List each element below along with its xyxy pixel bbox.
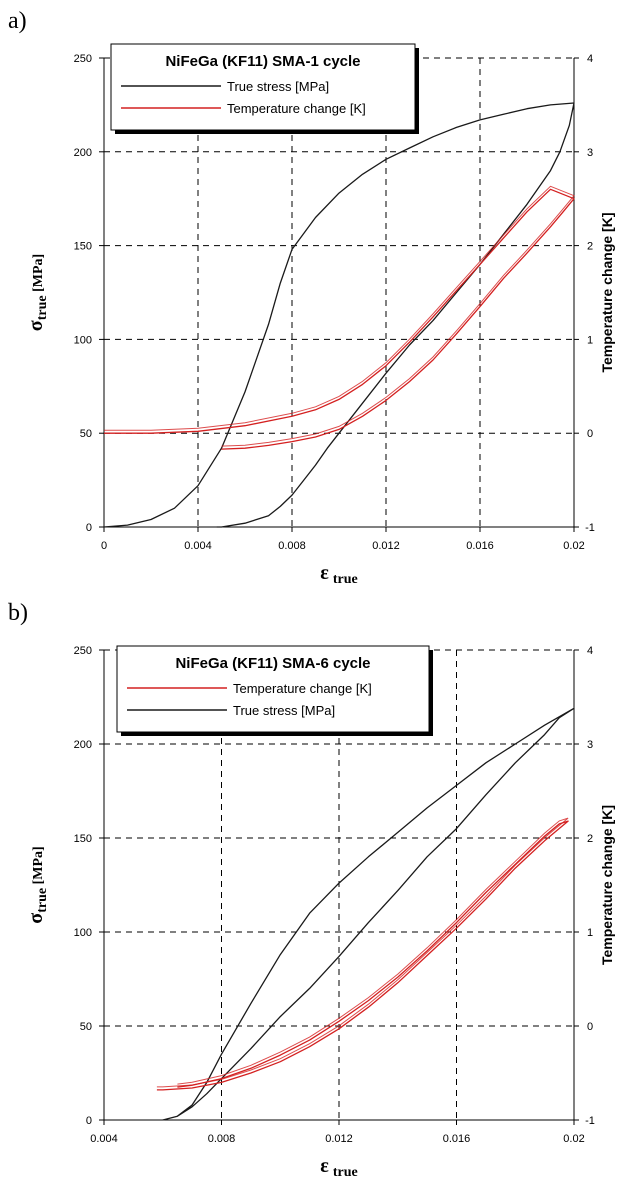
- x-tick-label: 0.012: [325, 1133, 353, 1145]
- y2-tick-label: 2: [587, 833, 593, 845]
- x-tick-label: 0.02: [563, 540, 584, 552]
- temperature-series-line-upper: [104, 185, 575, 447]
- panel-letter: b): [8, 600, 28, 626]
- x-tick-label: 0: [101, 540, 107, 552]
- x-axis-title: ε true: [320, 1155, 357, 1180]
- y2-axis-title: Temperature change [K]: [599, 805, 615, 965]
- y-tick-label: 250: [74, 645, 92, 657]
- y2-tick-label: 0: [587, 1021, 593, 1033]
- x-tick-label: 0.008: [278, 540, 306, 552]
- y2-axis-title: Temperature change [K]: [599, 213, 615, 373]
- y-tick-label: 50: [80, 428, 92, 440]
- y2-tick-label: 3: [587, 147, 593, 159]
- legend-box: [116, 645, 430, 733]
- y-tick-label: 200: [74, 739, 92, 751]
- stress-series-line: [162, 707, 575, 1121]
- y-tick-label: 100: [74, 334, 92, 346]
- legend-label-temperature: Temperature change [K]: [227, 101, 366, 116]
- x-tick-label: 0.02: [563, 1133, 584, 1145]
- y-axis-title: σtrue [MPa]: [25, 254, 50, 331]
- temperature-series-line: [156, 820, 569, 1091]
- y-tick-label: 150: [74, 833, 92, 845]
- y-axis-title: σtrue [MPa]: [25, 846, 50, 923]
- y2-tick-label: 3: [587, 739, 593, 751]
- temperature-series-line: [104, 188, 575, 450]
- legend-label-stress: True stress [MPa]: [227, 79, 329, 94]
- panel-letter: a): [8, 8, 27, 34]
- y2-tick-label: 2: [587, 241, 593, 253]
- legend-label-stress: True stress [MPa]: [233, 703, 335, 718]
- legend-title: NiFeGa (KF11) SMA-6 cycle: [175, 655, 370, 672]
- legend: NiFeGa (KF11) SMA-6 cycle Temperature cha…: [116, 645, 433, 736]
- x-tick-label: 0.004: [90, 1133, 118, 1145]
- x-tick-label: 0.008: [208, 1133, 236, 1145]
- x-tick-label: 0.004: [184, 540, 212, 552]
- y-tick-label: 200: [74, 147, 92, 159]
- legend: NiFeGa (KF11) SMA-1 cycle True stress [MP…: [110, 43, 419, 134]
- y-tick-label: 100: [74, 927, 92, 939]
- x-tick-label: 0.012: [372, 540, 400, 552]
- stress-series-line: [103, 102, 575, 528]
- x-tick-label: 0.016: [443, 1133, 471, 1145]
- y-tick-label: 0: [86, 522, 92, 534]
- y2-tick-label: 1: [587, 927, 593, 939]
- y-tick-label: 150: [74, 241, 92, 253]
- x-tick-label: 0.016: [466, 540, 494, 552]
- y2-tick-label: 4: [587, 53, 593, 65]
- y2-tick-label: -1: [585, 1115, 595, 1127]
- y2-tick-label: -1: [585, 522, 595, 534]
- y2-tick-label: 1: [587, 334, 593, 346]
- y-tick-label: 50: [80, 1021, 92, 1033]
- y2-tick-label: 4: [587, 645, 593, 657]
- y2-tick-label: 0: [587, 428, 593, 440]
- y-tick-label: 250: [74, 53, 92, 65]
- temperature-series-line-upper: [156, 817, 569, 1088]
- y-tick-label: 0: [86, 1115, 92, 1127]
- legend-box: [110, 43, 416, 131]
- chart-panel-a: a) 0 0.004 0.008 0.012 0.016 0.02 0 50 100 150 200 2…: [8, 8, 615, 587]
- x-axis-title: ε true: [320, 562, 357, 587]
- chart-panel-b: b) 0.004 0.008 0.012 0.016 0.02 0 50 100 150 200 25…: [8, 600, 615, 1180]
- legend-label-temperature: Temperature change [K]: [233, 681, 372, 696]
- legend-title: NiFeGa (KF11) SMA-1 cycle: [165, 53, 360, 70]
